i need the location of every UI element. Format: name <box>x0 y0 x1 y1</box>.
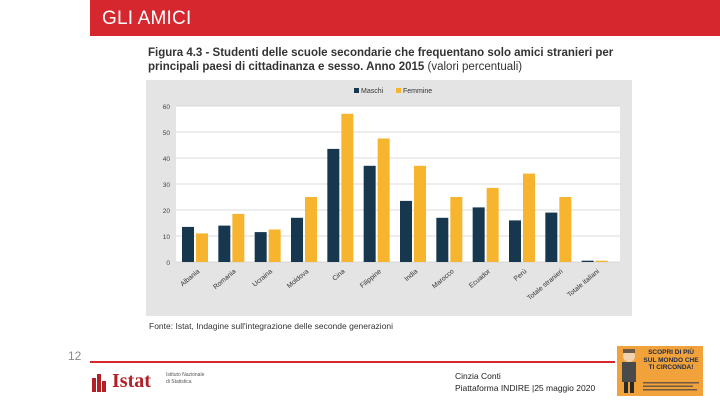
bar-maschi-9 <box>509 220 521 262</box>
istat-logo: Istat Istituto Nazionale di Statistica <box>92 370 204 396</box>
x-tick-label: Ecuador <box>468 268 492 290</box>
bar-maschi-7 <box>436 217 449 262</box>
presenter-event: Piattaforma INDIRE |25 maggio 2020 <box>455 383 596 393</box>
bar-maschi-11 <box>581 260 594 262</box>
figure-title-bold: Figura 4.3 - Studenti delle scuole secon… <box>148 47 614 73</box>
bar-maschi-3 <box>291 217 303 262</box>
bar-maschi-8 <box>472 207 485 262</box>
figure-source: Fonte: Istat, Indagine sull'integrazione… <box>149 321 394 331</box>
istat-mark-icon <box>92 374 106 392</box>
bar-femmine-6 <box>414 165 426 262</box>
y-tick-label: 50 <box>163 130 171 137</box>
legend-label-maschi: Maschi <box>361 88 384 95</box>
chart-panel: 0 10 20 30 40 50 60 Maschi Femmine Albania Romania… <box>146 80 632 316</box>
figure-title-light: (valori percentuali) <box>427 61 523 73</box>
bar-femmine-9 <box>523 173 535 262</box>
bar-femmine-5 <box>377 138 390 262</box>
y-tick-label: 60 <box>163 104 171 111</box>
bar-maschi-4 <box>327 148 340 262</box>
y-tick-label: 0 <box>166 260 170 267</box>
bar-femmine-1 <box>232 213 245 262</box>
promo-banner[interactable]: SCOPRI DI PIÙ SUL MONDO CHE TI CIRCONDA! <box>617 346 703 396</box>
bar-maschi-0 <box>182 226 194 262</box>
legend-label-femmine: Femmine <box>403 88 432 95</box>
bar-maschi-2 <box>254 232 267 262</box>
y-tick-label: 30 <box>163 182 171 189</box>
y-tick-label: 40 <box>163 156 171 163</box>
x-tick-label: Totale italiani <box>566 268 601 299</box>
promo-fine-print-icon <box>643 382 699 391</box>
bar-femmine-10 <box>559 197 572 262</box>
bar-femmine-8 <box>486 187 499 262</box>
bar-femmine-0 <box>196 233 208 262</box>
slide-title: GLI AMICI <box>102 8 192 29</box>
bar-femmine-2 <box>268 229 281 262</box>
bar-femmine-4 <box>341 113 354 262</box>
bar-femmine-3 <box>305 197 317 262</box>
legend-swatch-maschi <box>354 88 359 93</box>
x-tick-label: Marocco <box>431 268 456 290</box>
bar-maschi-10 <box>545 212 558 262</box>
professor-figure-icon <box>622 349 636 393</box>
bar-maschi-5 <box>363 165 376 262</box>
x-tick-label: India <box>403 268 419 283</box>
slide-title-bar: GLI AMICI <box>90 0 720 36</box>
x-tick-label: Filippine <box>359 268 383 290</box>
presenter-info: Cinzia Conti Piattaforma INDIRE |25 magg… <box>455 370 595 394</box>
istat-subtitle: Istituto Nazionale di Statistica <box>166 372 205 385</box>
bar-chart: 0 10 20 30 40 50 60 Maschi Femmine Albania Romania… <box>163 88 620 302</box>
presenter-name: Cinzia Conti <box>455 371 501 381</box>
x-tick-label: Cina <box>331 268 346 282</box>
y-tick-label: 10 <box>163 234 171 241</box>
figure-title: Figura 4.3 - Studenti delle scuole secon… <box>148 46 648 74</box>
x-tick-label: Totale stranieri <box>526 268 565 302</box>
x-tick-label: Moldova <box>286 268 310 290</box>
x-tick-label: Romania <box>212 268 238 291</box>
footer-divider <box>90 361 615 363</box>
x-tick-label: Albania <box>179 268 201 288</box>
legend-swatch-femmine <box>396 88 401 93</box>
bar-maschi-1 <box>218 225 231 262</box>
page-number: 12 <box>68 349 82 363</box>
bar-femmine-11 <box>595 260 608 262</box>
y-tick-label: 20 <box>163 208 171 215</box>
bar-maschi-6 <box>400 200 412 262</box>
istat-wordmark: Istat <box>112 370 151 392</box>
x-tick-label: Perù <box>513 268 529 283</box>
promo-text: SCOPRI DI PIÙ SUL MONDO CHE TI CIRCONDA! <box>643 349 699 371</box>
x-tick-label: Ucraina <box>252 268 275 289</box>
bar-femmine-7 <box>450 197 463 262</box>
